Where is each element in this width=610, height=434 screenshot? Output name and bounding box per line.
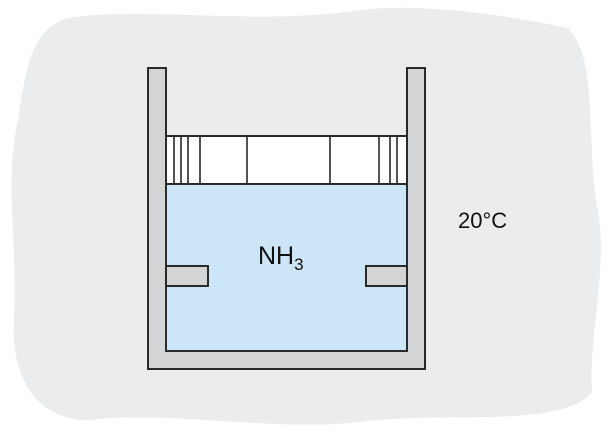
temperature-label: 20°C xyxy=(458,208,508,233)
gas-label: NH3 xyxy=(258,242,304,275)
right-stop xyxy=(365,265,408,287)
piston xyxy=(165,135,408,185)
left-stop xyxy=(165,265,209,287)
gas-formula: NH xyxy=(258,242,295,270)
gas-subscript: 3 xyxy=(294,255,304,274)
